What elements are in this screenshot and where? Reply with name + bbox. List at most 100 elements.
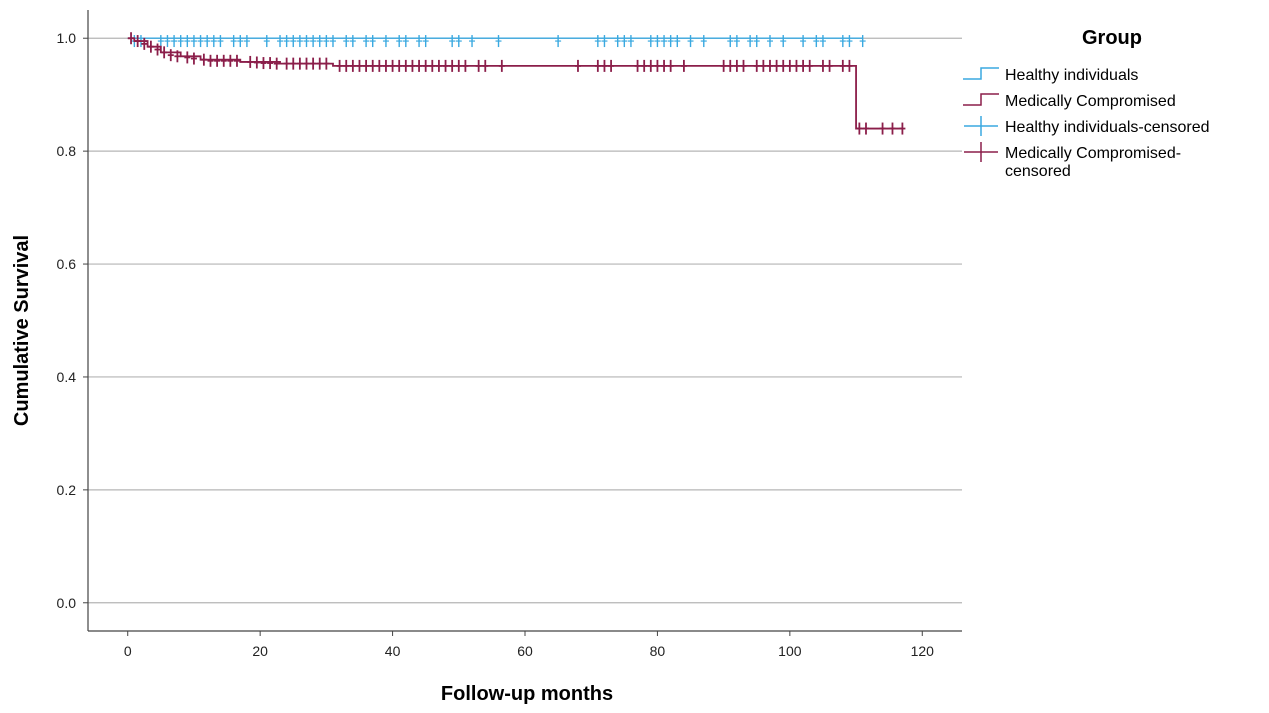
legend-item-0: Healthy individuals [963,67,1138,84]
censor-mark [727,59,734,72]
censor-mark [449,35,456,48]
censor-mark [601,35,608,48]
censor-mark [720,59,727,72]
x-axis-title: Follow-up months [441,683,613,705]
censor-mark [495,35,502,48]
y-tick-label: 0.0 [57,595,77,611]
censor-mark [323,57,330,70]
censor-mark [171,35,178,48]
censor-mark [396,59,403,72]
series-layer [127,32,906,135]
legend-swatch-line [963,67,999,80]
legend-label: Medically Compromised- [1005,145,1181,162]
censor-mark [449,59,456,72]
censor-mark [753,59,760,72]
censor-mark [253,56,260,69]
censor-mark [806,59,813,72]
censor-mark [376,59,383,72]
censor-mark [134,35,141,48]
censor-mark [217,35,224,48]
gridlines [88,37,962,604]
censor-mark [680,59,687,72]
x-tick-label: 40 [385,643,401,659]
censor-mark [200,53,207,66]
y-tick-label: 0.4 [57,369,77,385]
censor-mark [349,59,356,72]
censor-mark [594,59,601,72]
censor-mark [230,35,237,48]
censor-mark [190,35,197,48]
censor-mark [819,35,826,48]
censor-mark [793,59,800,72]
censor-mark [290,57,297,70]
censor-mark [621,35,628,48]
censor-mark [382,59,389,72]
censor-mark [290,35,297,48]
censor-mark [233,54,240,67]
censor-mark [174,50,181,63]
censor-mark [594,35,601,48]
censor-mark [846,59,853,72]
censor-mark [197,35,204,48]
censor-mark [277,35,284,48]
censor-mark [856,122,863,135]
censor-mark [555,35,562,48]
censor-mark [303,35,310,48]
censor-mark [349,35,356,48]
censor-mark [157,35,164,48]
censor-mark [161,46,168,59]
censor-mark [227,54,234,67]
censor-mark [303,57,310,70]
censor-mark [363,35,370,48]
series-1 [127,32,906,135]
censor-mark [700,35,707,48]
censor-mark [647,59,654,72]
censor-mark [343,35,350,48]
censor-mark [369,59,376,72]
censor-mark [396,35,403,48]
censor-mark [369,35,376,48]
censor-mark [766,59,773,72]
y-tick-label: 1.0 [57,30,77,46]
censor-mark [167,49,174,62]
censor-mark [747,35,754,48]
censor-mark [382,35,389,48]
censor-mark [800,59,807,72]
censor-mark [243,35,250,48]
censor-mark [343,59,350,72]
survival-line-1 [127,37,903,130]
legend: Group Healthy individuals Medically Compro… [963,27,1210,180]
censor-mark [753,35,760,48]
censor-mark [442,59,449,72]
legend-item-3: Medically Compromised-censored [964,142,1181,180]
censor-mark [273,57,280,70]
censor-mark [184,51,191,64]
censor-mark [220,54,227,67]
censor-mark [356,59,363,72]
censor-mark [214,54,221,67]
censor-mark [316,35,323,48]
censor-mark [740,59,747,72]
censor-mark [283,57,290,70]
censor-mark [859,35,866,48]
censor-mark [409,59,416,72]
censor-mark [336,59,343,72]
censor-mark [733,59,740,72]
censor-mark [647,35,654,48]
censor-mark [402,59,409,72]
legend-swatch-line [963,93,999,106]
censor-mark [469,35,476,48]
censor-mark [329,35,336,48]
censor-mark [323,35,330,48]
censor-mark [267,57,274,70]
censor-mark [661,35,668,48]
censor-mark [574,59,581,72]
x-tick-label: 120 [911,643,935,659]
censor-mark [654,59,661,72]
censor-mark [389,59,396,72]
censor-mark [498,59,505,72]
censor-mark [482,59,489,72]
censor-mark [260,57,267,70]
